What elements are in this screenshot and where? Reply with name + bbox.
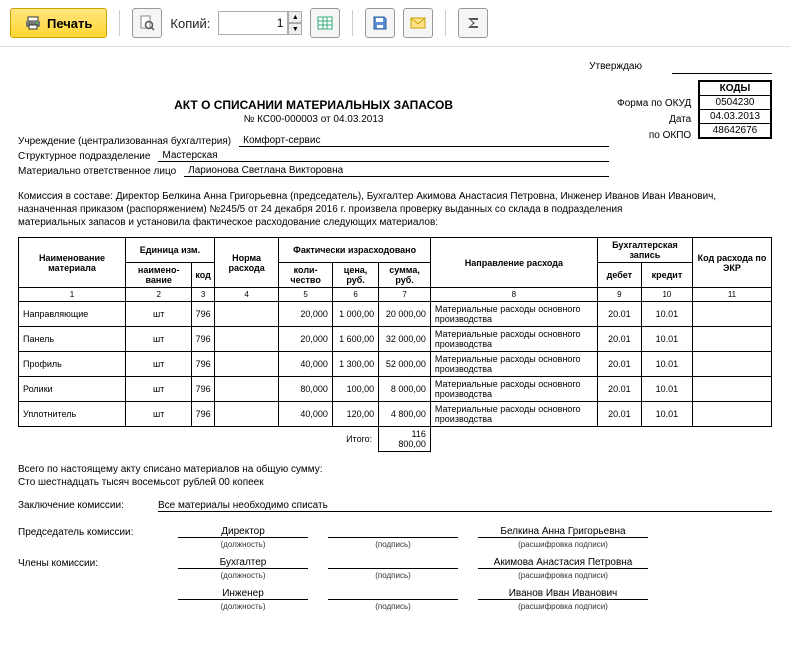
copies-label: Копий: <box>170 16 210 31</box>
resp-value: Ларионова Светлана Викторовна <box>184 165 609 177</box>
table-icon <box>317 15 333 31</box>
chair-role: Председатель комиссии: <box>18 527 178 538</box>
copies-up[interactable]: ▲ <box>288 11 302 23</box>
th-acct: Бухгалтерская запись <box>597 238 692 263</box>
r1-name: Белкина Анна Григорьевна <box>478 526 648 538</box>
separator <box>445 10 446 36</box>
okud-value: 0504230 <box>700 96 770 110</box>
date-label: Дата <box>617 112 695 128</box>
th-price: цена, руб. <box>332 263 378 288</box>
print-label: Печать <box>47 16 92 31</box>
r1-sign <box>328 537 458 538</box>
doc-title: АКТ О СПИСАНИИ МАТЕРИАЛЬНЫХ ЗАПАСОВ <box>18 98 609 112</box>
th-unit-code: код <box>192 263 214 288</box>
doc-subtitle: № КС00-000003 от 04.03.2013 <box>18 114 609 125</box>
approve-label: Утверждаю <box>589 61 642 74</box>
approve-row: Утверждаю <box>18 61 772 74</box>
document-body: Утверждаю АКТ О СПИСАНИИ МАТЕРИАЛЬНЫХ ЗА… <box>0 47 790 649</box>
th-fact: Фактически израсходовано <box>279 238 431 263</box>
th-sum: сумма, руб. <box>379 263 431 288</box>
th-debit: дебет <box>597 263 641 288</box>
total-sum: 116 800,00 <box>379 427 431 452</box>
members-role: Члены комиссии: <box>18 558 178 569</box>
commission-l3: материальных запасов и установила фактич… <box>18 216 772 229</box>
print-button[interactable]: Печать <box>10 8 107 38</box>
org-value: Комфорт-сервис <box>239 135 609 147</box>
th-ekr: Код расхода по ЭКР <box>692 238 771 288</box>
floppy-icon <box>372 15 388 31</box>
th-unit: Единица изм. <box>126 238 215 263</box>
th-norm: Норма расхода <box>214 238 278 288</box>
codes-header: КОДЫ <box>700 82 770 96</box>
sum-button[interactable] <box>458 8 488 38</box>
commission-l1: Комиссия в составе: Директор Белкина Анн… <box>18 190 772 203</box>
dept-value: Мастерская <box>158 150 609 162</box>
sigma-icon <box>465 15 481 31</box>
okpo-value: 48642676 <box>700 124 770 137</box>
signatures: Председатель комиссии: Директор Белкина … <box>18 526 772 611</box>
th-credit: кредит <box>641 263 692 288</box>
copies-stepper: ▲ ▼ <box>218 11 302 35</box>
date-value: 04.03.2013 <box>700 110 770 124</box>
grid-button[interactable] <box>310 8 340 38</box>
commission-l2: назначенная приказом (распоряжением) №24… <box>18 203 772 216</box>
table-row: Уплотнительшт79640,000120,004 800,00Мате… <box>19 402 772 427</box>
main-table: Наименование материала Единица изм. Норм… <box>18 237 772 452</box>
save-button[interactable] <box>365 8 395 38</box>
approve-line <box>672 61 772 74</box>
page-magnify-icon <box>139 15 155 31</box>
separator <box>119 10 120 36</box>
commission-text: Комиссия в составе: Директор Белкина Анн… <box>18 190 772 229</box>
total-label: Итого: <box>19 427 379 452</box>
r1-pos: Директор <box>178 526 308 538</box>
codes-block: Форма по ОКУД Дата по ОКПО КОДЫ 0504230 … <box>617 80 772 144</box>
table-row: Роликишт79680,000100,008 000,00Материаль… <box>19 377 772 402</box>
printer-icon <box>25 15 41 31</box>
th-unit-name: наимено-вание <box>126 263 192 288</box>
table-row: Профильшт79640,0001 300,0052 000,00Матер… <box>19 352 772 377</box>
okud-label: Форма по ОКУД <box>617 96 695 112</box>
conclusion-label: Заключение комиссии: <box>18 500 158 512</box>
r2-sign <box>328 568 458 569</box>
dept-label: Структурное подразделение <box>18 151 150 162</box>
th-name: Наименование материала <box>19 238 126 288</box>
th-dir: Направление расхода <box>430 238 597 288</box>
table-row: Панельшт79620,0001 600,0032 000,00Матери… <box>19 327 772 352</box>
th-qty: коли-чество <box>279 263 333 288</box>
r3-sign <box>328 599 458 600</box>
summary: Всего по настоящему акту списано материа… <box>18 464 772 488</box>
r2-pos: Бухгалтер <box>178 557 308 569</box>
okpo-label: по ОКПО <box>617 128 695 144</box>
conclusion-value: Все материалы необходимо списать <box>158 500 772 512</box>
number-row: 1234567891011 <box>19 288 772 302</box>
toolbar: Печать Копий: ▲ ▼ <box>0 0 790 47</box>
resp-label: Материально ответственное лицо <box>18 166 176 177</box>
r3-pos: Инженер <box>178 588 308 600</box>
table-row: Направляющиешт79620,0001 000,0020 000,00… <box>19 302 772 327</box>
conclusion-row: Заключение комиссии: Все материалы необх… <box>18 500 772 512</box>
r2-name: Акимова Анастасия Петровна <box>478 557 648 569</box>
copies-input[interactable] <box>218 11 288 35</box>
separator <box>352 10 353 36</box>
summary-l2: Сто шестнадцать тысяч восемьсот рублей 0… <box>18 477 772 488</box>
total-row: Итого: 116 800,00 <box>19 427 772 452</box>
summary-l1: Всего по настоящему акту списано материа… <box>18 464 772 475</box>
org-label: Учреждение (централизованная бухгалтерия… <box>18 136 231 147</box>
r3-name: Иванов Иван Иванович <box>478 588 648 600</box>
mail-icon <box>410 15 426 31</box>
copies-down[interactable]: ▼ <box>288 23 302 35</box>
mail-button[interactable] <box>403 8 433 38</box>
preview-button[interactable] <box>132 8 162 38</box>
